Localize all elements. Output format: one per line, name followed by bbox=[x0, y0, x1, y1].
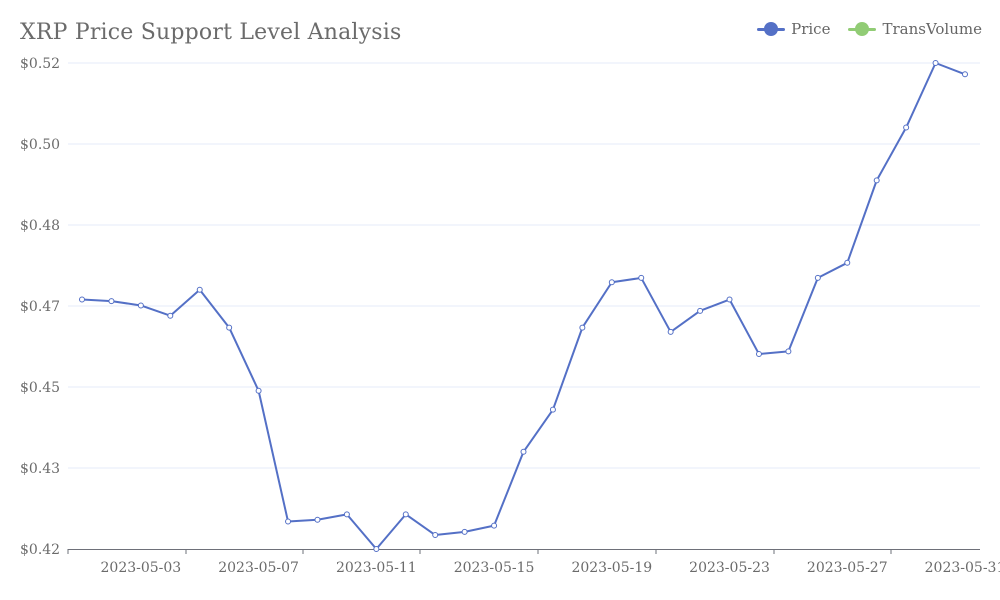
axes: $0.42 $0.43 $0.45 $0.47 $0.48 $0.50 $0.52 2023-… bbox=[20, 56, 1000, 576]
x-tick-label: 2023-05-11 bbox=[336, 560, 417, 576]
data-point bbox=[932, 60, 939, 66]
y-tick-label: $0.48 bbox=[20, 218, 60, 234]
x-tick-label: 2023-05-19 bbox=[571, 560, 652, 576]
data-point bbox=[814, 274, 821, 281]
data-point bbox=[491, 522, 498, 529]
y-tick-label: $0.43 bbox=[20, 461, 60, 477]
data-point bbox=[343, 511, 350, 518]
data-point bbox=[755, 351, 762, 358]
data-point bbox=[285, 518, 292, 525]
data-point bbox=[844, 259, 851, 266]
x-tick-label: 2023-05-31 bbox=[925, 560, 1000, 576]
data-point bbox=[697, 307, 704, 314]
legend-swatch-price bbox=[757, 22, 786, 36]
data-point bbox=[608, 279, 615, 286]
x-tick-label: 2023-05-07 bbox=[218, 560, 299, 576]
data-point bbox=[549, 406, 556, 413]
data-point bbox=[402, 511, 409, 518]
data-point bbox=[520, 448, 527, 455]
chart-title: XRP Price Support Level Analysis bbox=[20, 20, 402, 45]
legend-item-price[interactable]: Price bbox=[757, 20, 830, 38]
x-tick-label: 2023-05-03 bbox=[101, 560, 182, 576]
data-point bbox=[461, 528, 468, 535]
data-point bbox=[432, 532, 439, 539]
x-tick-label: 2023-05-23 bbox=[689, 560, 770, 576]
legend-label-price: Price bbox=[791, 20, 831, 38]
data-point bbox=[638, 274, 645, 281]
legend: Price TransVolume bbox=[757, 20, 982, 38]
legend-item-transvolume[interactable]: TransVolume bbox=[848, 20, 982, 38]
data-point bbox=[226, 324, 233, 331]
grid bbox=[68, 62, 980, 469]
legend-swatch-transvolume bbox=[848, 22, 877, 36]
y-tick-label: $0.47 bbox=[20, 299, 60, 315]
x-tick-label: 2023-05-15 bbox=[454, 560, 535, 576]
data-point bbox=[137, 302, 144, 309]
data-point bbox=[373, 546, 380, 552]
data-point bbox=[314, 516, 321, 523]
y-tick-label: $0.45 bbox=[20, 380, 60, 396]
y-tick-label: $0.50 bbox=[20, 137, 60, 153]
data-point bbox=[579, 324, 586, 331]
data-point bbox=[255, 387, 262, 394]
data-point bbox=[196, 286, 203, 293]
data-point bbox=[726, 296, 733, 303]
data-point bbox=[962, 71, 968, 78]
legend-label-transvolume: TransVolume bbox=[882, 20, 982, 38]
y-tick-label: $0.52 bbox=[20, 56, 60, 72]
data-point bbox=[667, 328, 674, 335]
x-tick-label: 2023-05-27 bbox=[807, 560, 888, 576]
data-point bbox=[903, 124, 910, 131]
y-tick-label: $0.42 bbox=[20, 542, 60, 558]
data-point bbox=[108, 298, 115, 305]
series bbox=[79, 60, 968, 552]
data-point bbox=[785, 348, 792, 355]
data-point bbox=[873, 177, 880, 184]
data-point bbox=[79, 296, 85, 303]
data-point bbox=[167, 312, 174, 319]
